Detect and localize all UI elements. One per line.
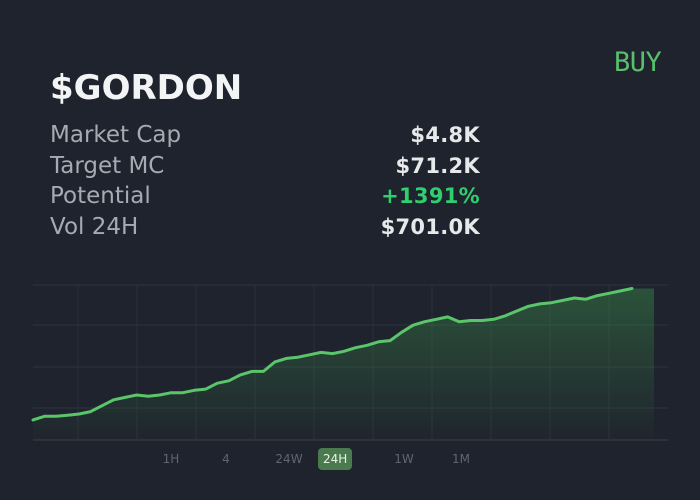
stat-row-potential: Potential +1391% [50, 181, 480, 212]
timeframe-24h[interactable]: 24H [318, 448, 352, 470]
stat-row-vol-24h: Vol 24H $701.0K [50, 212, 480, 243]
target-mc-label: Target MC [50, 152, 165, 179]
stat-row-market-cap: Market Cap $4.8K [50, 120, 480, 151]
stats-list: Market Cap $4.8K Target MC $71.2K Potent… [50, 120, 480, 242]
timeframe-1h[interactable]: 1H [162, 452, 180, 466]
chart-area-fill [33, 288, 654, 440]
vol-24h-label: Vol 24H [50, 213, 139, 240]
buy-button[interactable]: BUY [614, 47, 662, 78]
price-chart [31, 284, 668, 441]
stat-row-target-mc: Target MC $71.2K [50, 151, 480, 182]
chart-price-line [31, 287, 634, 422]
potential-label: Potential [50, 183, 151, 210]
vol-24h-value: $701.0K [380, 214, 480, 239]
market-cap-value: $4.8K [410, 123, 480, 148]
timeframe-1m[interactable]: 1M [452, 452, 470, 466]
timeframe-1w[interactable]: 1W [394, 452, 414, 466]
market-cap-label: Market Cap [50, 122, 182, 149]
potential-value: +1391% [381, 184, 480, 209]
timeframe-4[interactable]: 4 [222, 452, 230, 466]
timeframe-24w[interactable]: 24W [275, 452, 303, 466]
token-name: $GORDON [50, 68, 243, 108]
target-mc-value: $71.2K [395, 153, 480, 178]
